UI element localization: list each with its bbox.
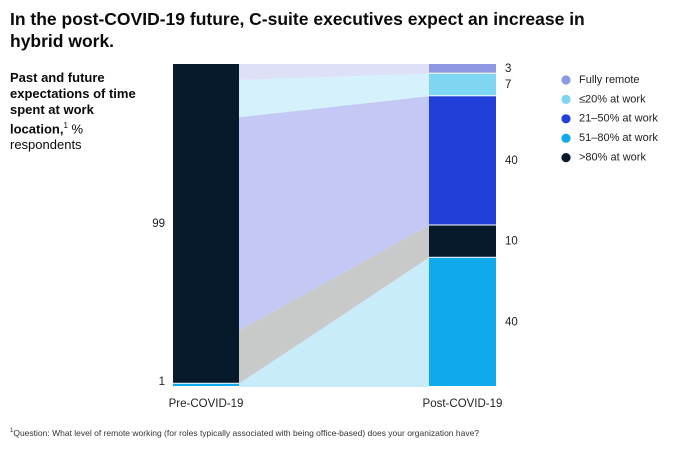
chart-subtitle: Past and future expectations of time spe…	[10, 70, 150, 153]
subtitle-bold: Past and future expectations of time spe…	[10, 70, 136, 137]
bar-pre-51-80-at-work	[173, 383, 239, 386]
flow-20-at-work	[239, 73, 429, 118]
data-label-pre-80-at-work: 99	[152, 218, 165, 230]
bar-pre-80-at-work	[173, 64, 239, 383]
bar-post-20-at-work	[429, 73, 496, 96]
flow-21-50-at-work	[239, 96, 429, 331]
legend-label-51-80-at-work: 51–80% at work	[579, 132, 658, 144]
bar-post-80-at-work	[429, 225, 496, 257]
bar-post-21-50-at-work	[429, 96, 496, 225]
bar-post-fully-remote	[429, 64, 496, 73]
bar-post-51-80-at-work	[429, 257, 496, 386]
chart-title: In the post-COVID-19 future, C-suite exe…	[10, 9, 585, 51]
subtitle-footnote-marker: 1	[63, 121, 68, 130]
legend-marker-20-at-work	[561, 94, 571, 104]
legend-label-21-50-at-work: 21–50% at work	[579, 113, 658, 125]
legend-marker-80-at-work	[561, 153, 571, 163]
legend-marker-21-50-at-work	[561, 114, 571, 124]
legend-marker-51-80-at-work	[561, 133, 571, 143]
legend-label-20-at-work: ≤20% at work	[579, 93, 646, 105]
data-label-post-21-50-at-work: 40	[505, 155, 518, 167]
legend-label-80-at-work: >80% at work	[579, 152, 646, 164]
data-label-post-51-80-at-work: 40	[505, 316, 518, 328]
category-label-pre-covid-19: Pre-COVID-19	[169, 398, 244, 410]
data-label-post-fully-remote: 3	[505, 63, 511, 75]
data-label-post-80-at-work: 10	[505, 236, 518, 248]
legend-label-fully-remote: Fully remote	[579, 74, 640, 86]
data-label-post-20-at-work: 7	[505, 79, 511, 91]
footnote-text: Question: What level of remote working (…	[13, 428, 480, 438]
footnote-marker: 1	[10, 428, 14, 435]
category-label-post-covid-19: Post-COVID-19	[423, 398, 503, 410]
flow-51-80-at-work	[239, 257, 429, 387]
footnote: 1Question: What level of remote working …	[10, 428, 479, 438]
flow-80-at-work	[239, 225, 429, 384]
subtitle-unit: % respondents	[10, 121, 84, 153]
legend-marker-fully-remote	[561, 75, 571, 85]
flow-fully-remote	[239, 64, 429, 80]
data-label-pre-51-80-at-work: 1	[159, 376, 165, 388]
